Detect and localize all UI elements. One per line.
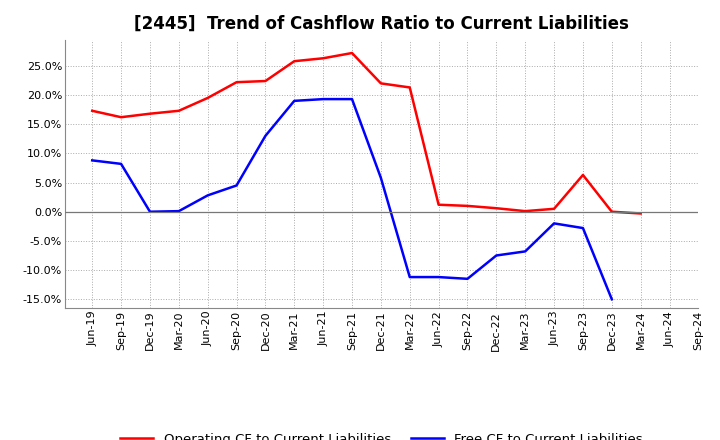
Operating CF to Current Liabilities xyxy=(203,95,212,101)
Free CF to Current Liabilities xyxy=(463,276,472,282)
Operating CF to Current Liabilities xyxy=(463,203,472,209)
Free CF to Current Liabilities xyxy=(405,275,414,280)
Operating CF to Current Liabilities xyxy=(319,55,328,61)
Title: [2445]  Trend of Cashflow Ratio to Current Liabilities: [2445] Trend of Cashflow Ratio to Curren… xyxy=(134,15,629,33)
Free CF to Current Liabilities xyxy=(377,175,385,180)
Free CF to Current Liabilities xyxy=(117,161,125,166)
Free CF to Current Liabilities xyxy=(579,225,588,231)
Free CF to Current Liabilities xyxy=(290,98,299,103)
Operating CF to Current Liabilities xyxy=(550,206,559,212)
Operating CF to Current Liabilities xyxy=(377,81,385,86)
Free CF to Current Liabilities xyxy=(319,96,328,102)
Operating CF to Current Liabilities xyxy=(608,209,616,214)
Free CF to Current Liabilities xyxy=(88,158,96,163)
Free CF to Current Liabilities xyxy=(348,96,356,102)
Free CF to Current Liabilities xyxy=(550,221,559,226)
Operating CF to Current Liabilities xyxy=(434,202,443,207)
Line: Free CF to Current Liabilities: Free CF to Current Liabilities xyxy=(92,99,612,299)
Free CF to Current Liabilities xyxy=(521,249,529,254)
Operating CF to Current Liabilities xyxy=(290,59,299,64)
Operating CF to Current Liabilities xyxy=(405,85,414,90)
Operating CF to Current Liabilities xyxy=(521,209,529,214)
Free CF to Current Liabilities xyxy=(261,133,270,139)
Operating CF to Current Liabilities xyxy=(174,108,183,114)
Line: Operating CF to Current Liabilities: Operating CF to Current Liabilities xyxy=(92,53,641,213)
Free CF to Current Liabilities xyxy=(492,253,500,258)
Operating CF to Current Liabilities xyxy=(636,211,645,216)
Operating CF to Current Liabilities xyxy=(579,172,588,178)
Free CF to Current Liabilities xyxy=(608,297,616,302)
Operating CF to Current Liabilities xyxy=(233,80,241,85)
Free CF to Current Liabilities xyxy=(203,193,212,198)
Free CF to Current Liabilities xyxy=(174,209,183,214)
Free CF to Current Liabilities xyxy=(233,183,241,188)
Free CF to Current Liabilities xyxy=(434,275,443,280)
Legend: Operating CF to Current Liabilities, Free CF to Current Liabilities: Operating CF to Current Liabilities, Fre… xyxy=(115,427,648,440)
Operating CF to Current Liabilities xyxy=(261,78,270,84)
Operating CF to Current Liabilities xyxy=(117,114,125,120)
Operating CF to Current Liabilities xyxy=(88,108,96,114)
Operating CF to Current Liabilities xyxy=(492,205,500,211)
Operating CF to Current Liabilities xyxy=(348,50,356,55)
Free CF to Current Liabilities xyxy=(145,209,154,214)
Operating CF to Current Liabilities xyxy=(145,111,154,116)
